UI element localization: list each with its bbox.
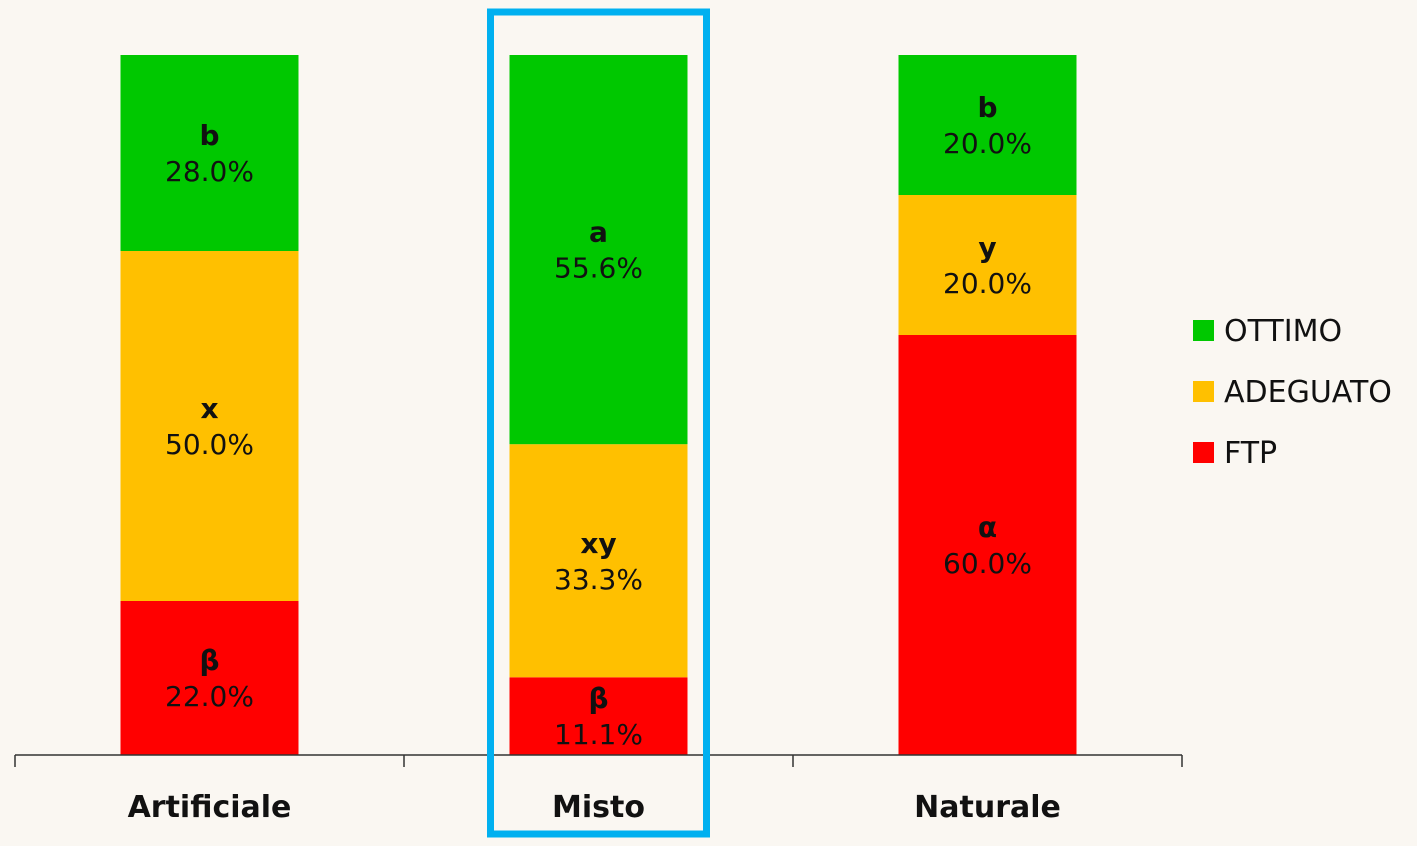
segment-value-label: 20.0% xyxy=(943,267,1032,300)
bar-stack-artificiale: β22.0% x50.0% b28.0% xyxy=(120,55,299,755)
x-tick-label-naturale: Naturale xyxy=(914,790,1061,825)
segment-letter-label: b xyxy=(199,119,219,152)
segment-value-label: 33.3% xyxy=(554,563,643,596)
legend-item-ftp: FTP xyxy=(1193,436,1277,471)
legend-swatch xyxy=(1193,320,1214,341)
segment-value-label: 60.0% xyxy=(943,547,1032,580)
bar-segment-adeguato-naturale xyxy=(898,195,1077,335)
segment-value-label: 22.0% xyxy=(165,680,254,713)
bar-segment-ftp-misto xyxy=(509,677,688,755)
bar-segment-adeguato-artificiale xyxy=(120,251,299,601)
x-tick-label-artificiale: Artificiale xyxy=(128,790,292,825)
segment-letter-label: xy xyxy=(580,527,616,560)
segment-value-label: 11.1% xyxy=(554,718,643,751)
bar-segment-ottimo-misto xyxy=(509,55,688,445)
bar-segment-ottimo-artificiale xyxy=(120,55,299,251)
bar-segment-adeguato-misto xyxy=(509,444,688,678)
legend-swatch xyxy=(1193,381,1214,402)
legend-label: OTTIMO xyxy=(1224,314,1342,349)
bar-segment-ftp-naturale xyxy=(898,335,1077,755)
segment-letter-label: x xyxy=(200,392,218,425)
x-axis: Artificiale Misto Naturale xyxy=(14,754,1183,825)
bars-group: β22.0%x50.0%b28.0%β11.1%xy33.3%a55.6%α60… xyxy=(120,55,1077,755)
segment-letter-label: b xyxy=(977,91,997,124)
segment-letter-label: β xyxy=(199,644,219,677)
segment-value-label: 20.0% xyxy=(943,127,1032,160)
segment-value-label: 55.6% xyxy=(554,252,643,285)
legend: OTTIMO ADEGUATO FTP xyxy=(1193,314,1392,471)
segment-letter-label: β xyxy=(588,682,608,715)
segment-letter-label: α xyxy=(978,511,997,544)
bar-segment-ottimo-naturale xyxy=(898,55,1077,195)
segment-letter-label: y xyxy=(978,231,996,264)
bar-segment-ftp-artificiale xyxy=(120,601,299,755)
legend-label: ADEGUATO xyxy=(1224,375,1392,410)
legend-swatch xyxy=(1193,442,1214,463)
legend-label: FTP xyxy=(1224,436,1277,471)
legend-item-adeguato: ADEGUATO xyxy=(1193,375,1392,410)
legend-item-ottimo: OTTIMO xyxy=(1193,314,1342,349)
segment-value-label: 28.0% xyxy=(165,155,254,188)
segment-value-label: 50.0% xyxy=(165,428,254,461)
x-tick-label-misto: Misto xyxy=(552,790,645,825)
segment-letter-label: a xyxy=(589,216,608,249)
bar-stack-naturale: α60.0%y20.0%b20.0% xyxy=(898,55,1077,755)
highlight-box xyxy=(487,8,710,838)
